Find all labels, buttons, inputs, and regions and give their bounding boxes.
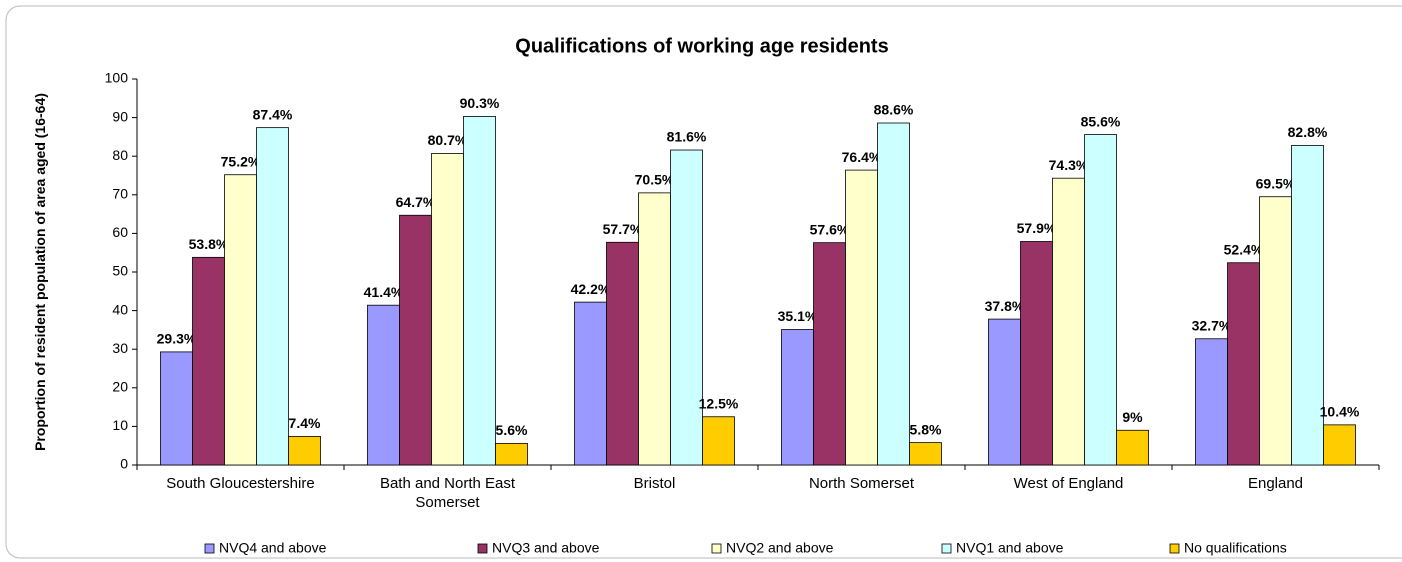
data-label: 9%: [1122, 409, 1143, 425]
data-label: 5.8%: [910, 421, 942, 437]
data-label: 75.2%: [221, 153, 261, 169]
y-tick-label: 90: [112, 108, 128, 124]
y-tick-label: 70: [112, 186, 128, 202]
x-tick-label: Bristol: [633, 475, 676, 492]
y-axis-label: Proportion of resident population of are…: [32, 93, 48, 451]
legend-swatch: [1169, 543, 1180, 554]
bar: [1052, 177, 1085, 466]
data-label: 64.7%: [396, 194, 436, 210]
legend-label: No qualifications: [1184, 540, 1287, 556]
y-tick-label: 20: [112, 379, 128, 395]
bar: [431, 153, 464, 466]
bar: [1020, 241, 1053, 466]
legend-swatch: [204, 543, 215, 554]
bar: [781, 329, 814, 466]
bar: [160, 351, 193, 466]
y-tick-label: 30: [112, 340, 128, 356]
bar: [877, 122, 910, 466]
bar: [1291, 144, 1324, 466]
data-label: 52.4%: [1224, 241, 1264, 257]
data-label: 32.7%: [1192, 317, 1232, 333]
y-tick-label: 10: [112, 417, 128, 433]
data-label: 57.9%: [1017, 220, 1057, 236]
frame: [5, 5, 1402, 559]
data-label: 85.6%: [1081, 113, 1121, 129]
legend-swatch: [711, 543, 722, 554]
y-tick-label: 100: [105, 70, 129, 86]
legend-label: NVQ2 and above: [726, 540, 834, 556]
y-tick-label: 0: [120, 456, 128, 472]
data-label: 35.1%: [778, 308, 818, 324]
y-tick-label: 40: [112, 301, 128, 317]
chart-title: Qualifications of working age residents: [515, 35, 888, 57]
bar: [638, 192, 671, 466]
bar: [909, 442, 942, 466]
x-tick-label: West of England: [1013, 475, 1124, 492]
bar: [256, 127, 289, 466]
legend-swatch: [477, 543, 488, 554]
data-label: 76.4%: [842, 149, 882, 165]
bar: [845, 169, 878, 466]
bar: [1227, 262, 1260, 466]
x-tick-label: North Somerset: [808, 475, 915, 492]
data-label: 87.4%: [253, 106, 293, 122]
data-label: 37.8%: [985, 298, 1025, 314]
data-label: 10.4%: [1320, 404, 1360, 420]
data-label: 41.4%: [364, 284, 404, 300]
x-tick-label: South Gloucestershire: [166, 475, 315, 492]
legend-label: NVQ3 and above: [492, 540, 600, 556]
data-label: 42.2%: [571, 281, 611, 297]
x-tick-label: Bath and North East Somerset: [379, 475, 516, 511]
bar: [1084, 134, 1117, 466]
bar: [702, 416, 735, 466]
y-tick-label: 50: [112, 263, 128, 279]
bar: [1323, 424, 1356, 466]
bar: [606, 241, 639, 466]
legend-label: NVQ1 and above: [956, 540, 1064, 556]
bar: [1259, 196, 1292, 466]
bar: [463, 116, 496, 466]
legend-swatch: [941, 543, 952, 554]
data-label: 29.3%: [157, 331, 197, 347]
bar: [1116, 429, 1149, 466]
data-label: 57.7%: [603, 221, 643, 237]
y-tick-label: 80: [112, 147, 128, 163]
bar: [224, 174, 257, 466]
data-label: 5.6%: [496, 422, 528, 438]
bar: [988, 318, 1021, 466]
data-label: 7.4%: [289, 415, 321, 431]
bar: [574, 301, 607, 466]
data-label: 74.3%: [1049, 157, 1089, 173]
bar: [192, 256, 225, 466]
y-tick-label: 60: [112, 224, 128, 240]
data-label: 81.6%: [667, 129, 707, 145]
data-label: 53.8%: [189, 236, 229, 252]
data-label: 70.5%: [635, 172, 675, 188]
bar: [367, 304, 400, 466]
x-tick-label: England: [1247, 475, 1304, 492]
data-label: 88.6%: [874, 102, 914, 118]
bar: [1195, 338, 1228, 466]
bar: [813, 242, 846, 466]
bar: [399, 214, 432, 466]
data-label: 57.6%: [810, 221, 850, 237]
data-label: 82.8%: [1288, 124, 1328, 140]
data-label: 69.5%: [1256, 175, 1296, 191]
bar: [670, 149, 703, 466]
bar: [288, 436, 321, 466]
data-label: 12.5%: [699, 395, 739, 411]
bar: [495, 442, 528, 466]
data-label: 80.7%: [428, 132, 468, 148]
data-label: 90.3%: [460, 95, 500, 111]
legend-label: NVQ4 and above: [219, 540, 327, 556]
